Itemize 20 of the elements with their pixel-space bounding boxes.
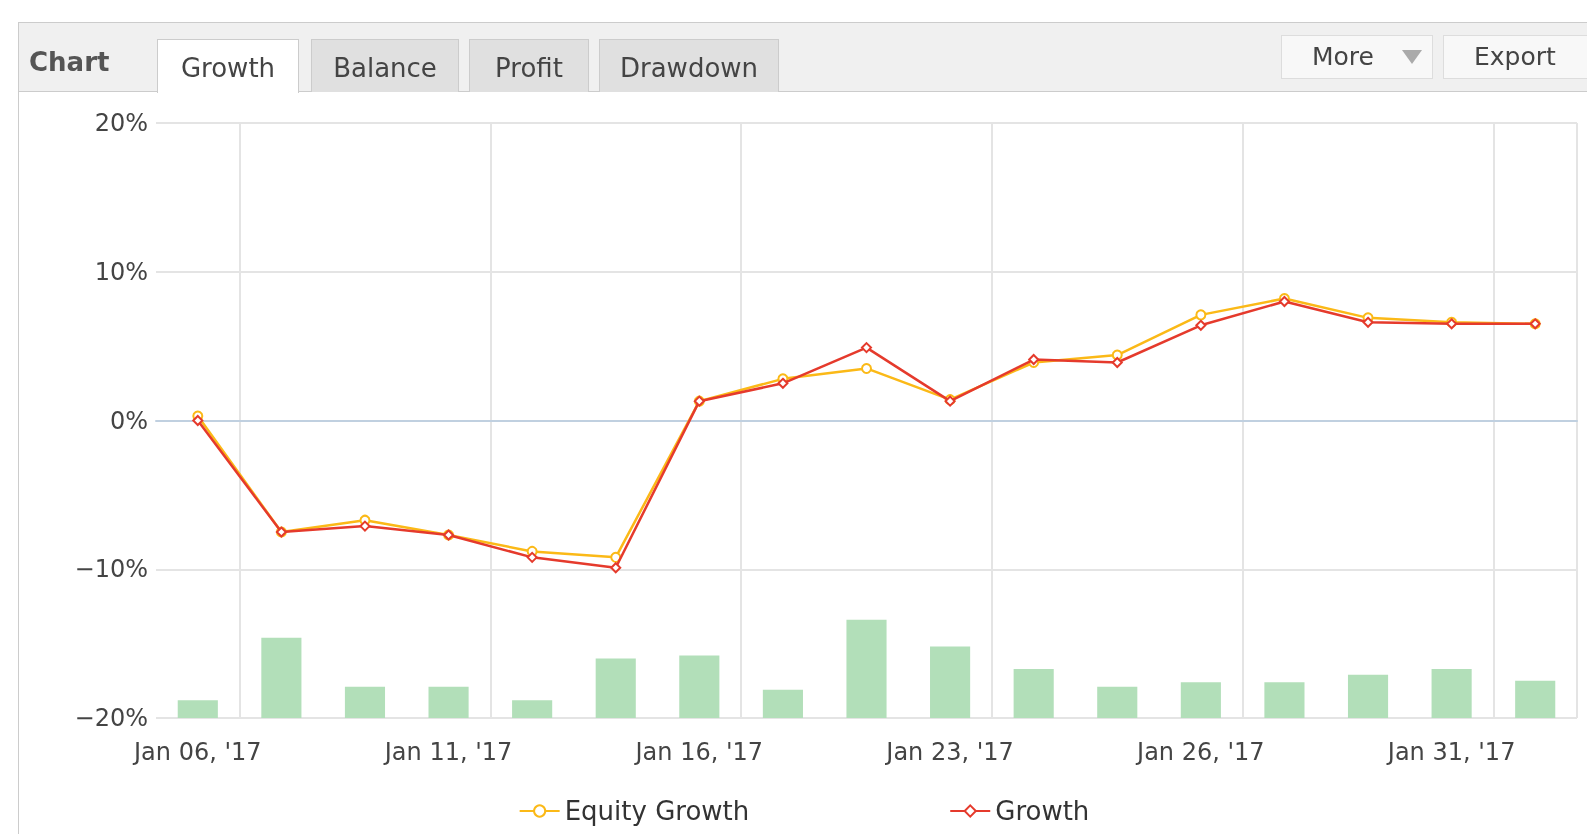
y-tick-label: 20%: [94, 109, 148, 137]
y-tick-label: 10%: [94, 257, 148, 286]
y-tick-label: −10%: [74, 555, 148, 584]
text: Export: [1474, 42, 1556, 71]
legend-label: Equity Growth: [564, 796, 750, 826]
text: Chart: [29, 47, 110, 77]
x-tick-label: Jan 23, '17: [884, 738, 1014, 766]
text: Growth: [157, 39, 299, 93]
x-tick-label: Jan 11, '17: [382, 738, 513, 766]
text: More: [1312, 42, 1374, 71]
x-tick-label: Jan 06, '17: [132, 738, 262, 766]
y-tick-label: 0%: [109, 406, 148, 435]
text: Drawdown: [599, 39, 779, 92]
x-tick-label: Jan 26, '17: [1135, 738, 1265, 766]
text: Profit: [469, 39, 589, 92]
y-tick-label: −20%: [74, 704, 148, 732]
text: Balance: [311, 39, 459, 92]
x-tick-label: Jan 31, '17: [1385, 738, 1516, 766]
legend-label: Growth: [995, 796, 1090, 826]
x-tick-label: Jan 16, '17: [633, 738, 764, 766]
